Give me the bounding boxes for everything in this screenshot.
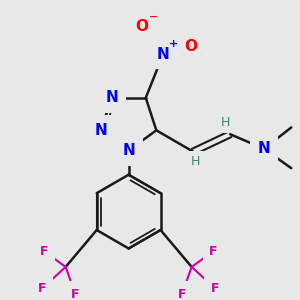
Text: N: N	[157, 46, 169, 62]
Text: F: F	[40, 245, 49, 258]
Text: F: F	[71, 288, 80, 300]
Text: F: F	[178, 288, 186, 300]
Text: N: N	[122, 143, 135, 158]
Text: +: +	[169, 39, 178, 49]
Text: F: F	[211, 282, 219, 295]
Text: −: −	[149, 12, 158, 22]
Text: F: F	[209, 245, 217, 258]
Text: O: O	[135, 20, 148, 34]
Text: N: N	[94, 123, 107, 138]
Text: N: N	[258, 141, 271, 156]
Text: F: F	[38, 282, 46, 295]
Text: N: N	[105, 90, 118, 105]
Text: O: O	[184, 39, 197, 54]
Text: H: H	[190, 155, 200, 168]
Text: H: H	[220, 116, 230, 129]
